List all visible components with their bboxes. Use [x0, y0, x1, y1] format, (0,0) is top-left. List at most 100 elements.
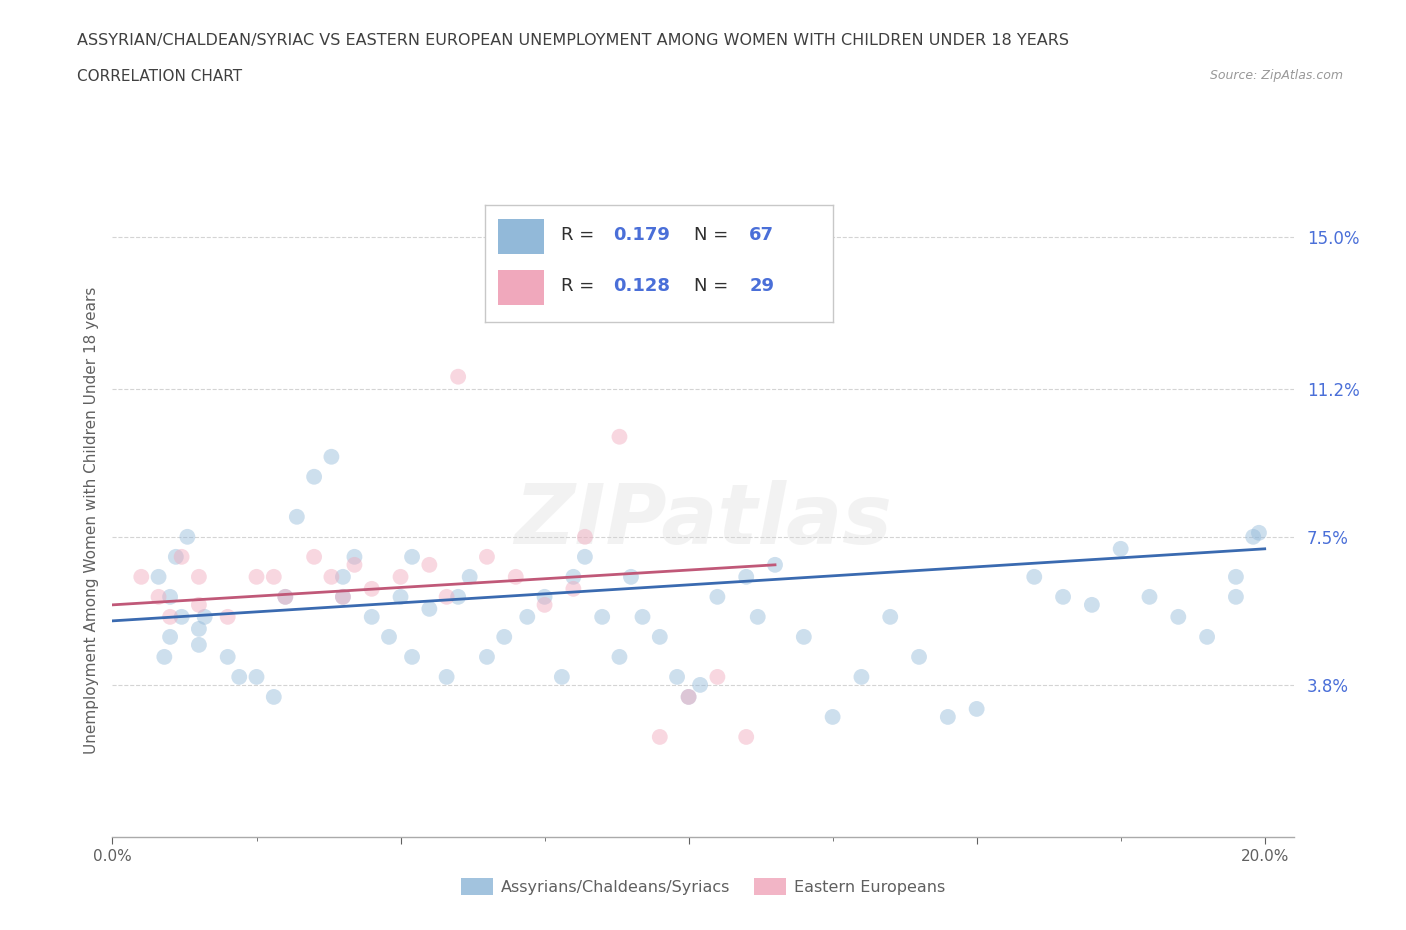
Point	[170, 609, 193, 624]
Point	[389, 569, 412, 584]
Text: Source: ZipAtlas.com: Source: ZipAtlas.com	[1209, 69, 1343, 82]
Point	[263, 689, 285, 704]
Point	[851, 670, 873, 684]
Point	[793, 630, 815, 644]
Point	[551, 670, 574, 684]
Point	[165, 550, 187, 565]
Point	[1024, 569, 1046, 584]
Point	[689, 677, 711, 692]
Point	[187, 569, 209, 584]
Point	[1197, 630, 1219, 644]
Point	[609, 430, 631, 445]
Point	[418, 602, 440, 617]
Point	[360, 581, 382, 596]
Point	[1225, 590, 1247, 604]
Point	[332, 590, 354, 604]
Point	[1109, 541, 1132, 556]
Point	[666, 670, 689, 684]
Point	[302, 470, 325, 485]
Point	[343, 550, 366, 565]
Point	[217, 609, 239, 624]
Point	[494, 630, 516, 644]
Point	[159, 609, 181, 624]
Point	[1139, 590, 1161, 604]
Point	[533, 597, 555, 612]
Point	[966, 701, 988, 716]
Point	[1052, 590, 1074, 604]
Point	[401, 649, 423, 664]
Point	[274, 590, 297, 604]
Point	[148, 569, 170, 584]
Point	[879, 609, 901, 624]
Point	[735, 569, 758, 584]
Point	[475, 649, 498, 664]
Point	[747, 609, 769, 624]
Point	[591, 609, 613, 624]
Point	[447, 369, 470, 384]
Y-axis label: Unemployment Among Women with Children Under 18 years: Unemployment Among Women with Children U…	[83, 287, 98, 754]
Point	[821, 710, 844, 724]
Point	[1167, 609, 1189, 624]
Point	[706, 590, 728, 604]
Point	[302, 550, 325, 565]
Point	[562, 569, 585, 584]
Point	[245, 569, 267, 584]
Point	[217, 649, 239, 664]
Point	[159, 590, 181, 604]
Point	[1225, 569, 1247, 584]
Point	[908, 649, 931, 664]
Point	[1247, 525, 1270, 540]
Point	[436, 590, 458, 604]
Point	[159, 630, 181, 644]
Point	[187, 597, 209, 612]
Point	[475, 550, 498, 565]
Point	[533, 590, 555, 604]
Point	[1081, 597, 1104, 612]
Point	[148, 590, 170, 604]
Point	[516, 609, 538, 624]
Point	[343, 557, 366, 572]
Point	[187, 637, 209, 652]
Point	[360, 609, 382, 624]
Point	[389, 590, 412, 604]
Point	[574, 550, 596, 565]
Point	[321, 569, 343, 584]
Point	[574, 529, 596, 544]
Text: ZIPatlas: ZIPatlas	[515, 480, 891, 562]
Point	[936, 710, 959, 724]
Point	[170, 550, 193, 565]
Point	[505, 569, 527, 584]
Point	[735, 729, 758, 744]
Point	[153, 649, 176, 664]
Point	[129, 569, 152, 584]
Point	[648, 729, 671, 744]
Point	[401, 550, 423, 565]
Point	[436, 670, 458, 684]
Point	[631, 609, 654, 624]
Point	[263, 569, 285, 584]
Point	[245, 670, 267, 684]
Point	[763, 557, 786, 572]
Point	[378, 630, 401, 644]
Point	[562, 581, 585, 596]
Point	[332, 569, 354, 584]
Point	[1241, 529, 1264, 544]
Point	[678, 689, 700, 704]
Point	[228, 670, 250, 684]
Point	[609, 649, 631, 664]
Text: ASSYRIAN/CHALDEAN/SYRIAC VS EASTERN EUROPEAN UNEMPLOYMENT AMONG WOMEN WITH CHILD: ASSYRIAN/CHALDEAN/SYRIAC VS EASTERN EURO…	[77, 33, 1070, 47]
Point	[194, 609, 217, 624]
Point	[458, 569, 481, 584]
Point	[447, 590, 470, 604]
Point	[620, 569, 643, 584]
Point	[332, 590, 354, 604]
Text: CORRELATION CHART: CORRELATION CHART	[77, 69, 242, 84]
Point	[678, 689, 700, 704]
Point	[285, 510, 308, 525]
Point	[321, 449, 343, 464]
Legend: Assyrians/Chaldeans/Syriacs, Eastern Europeans: Assyrians/Chaldeans/Syriacs, Eastern Eur…	[454, 871, 952, 902]
Point	[176, 529, 198, 544]
Point	[418, 557, 440, 572]
Point	[187, 621, 209, 636]
Point	[706, 670, 728, 684]
